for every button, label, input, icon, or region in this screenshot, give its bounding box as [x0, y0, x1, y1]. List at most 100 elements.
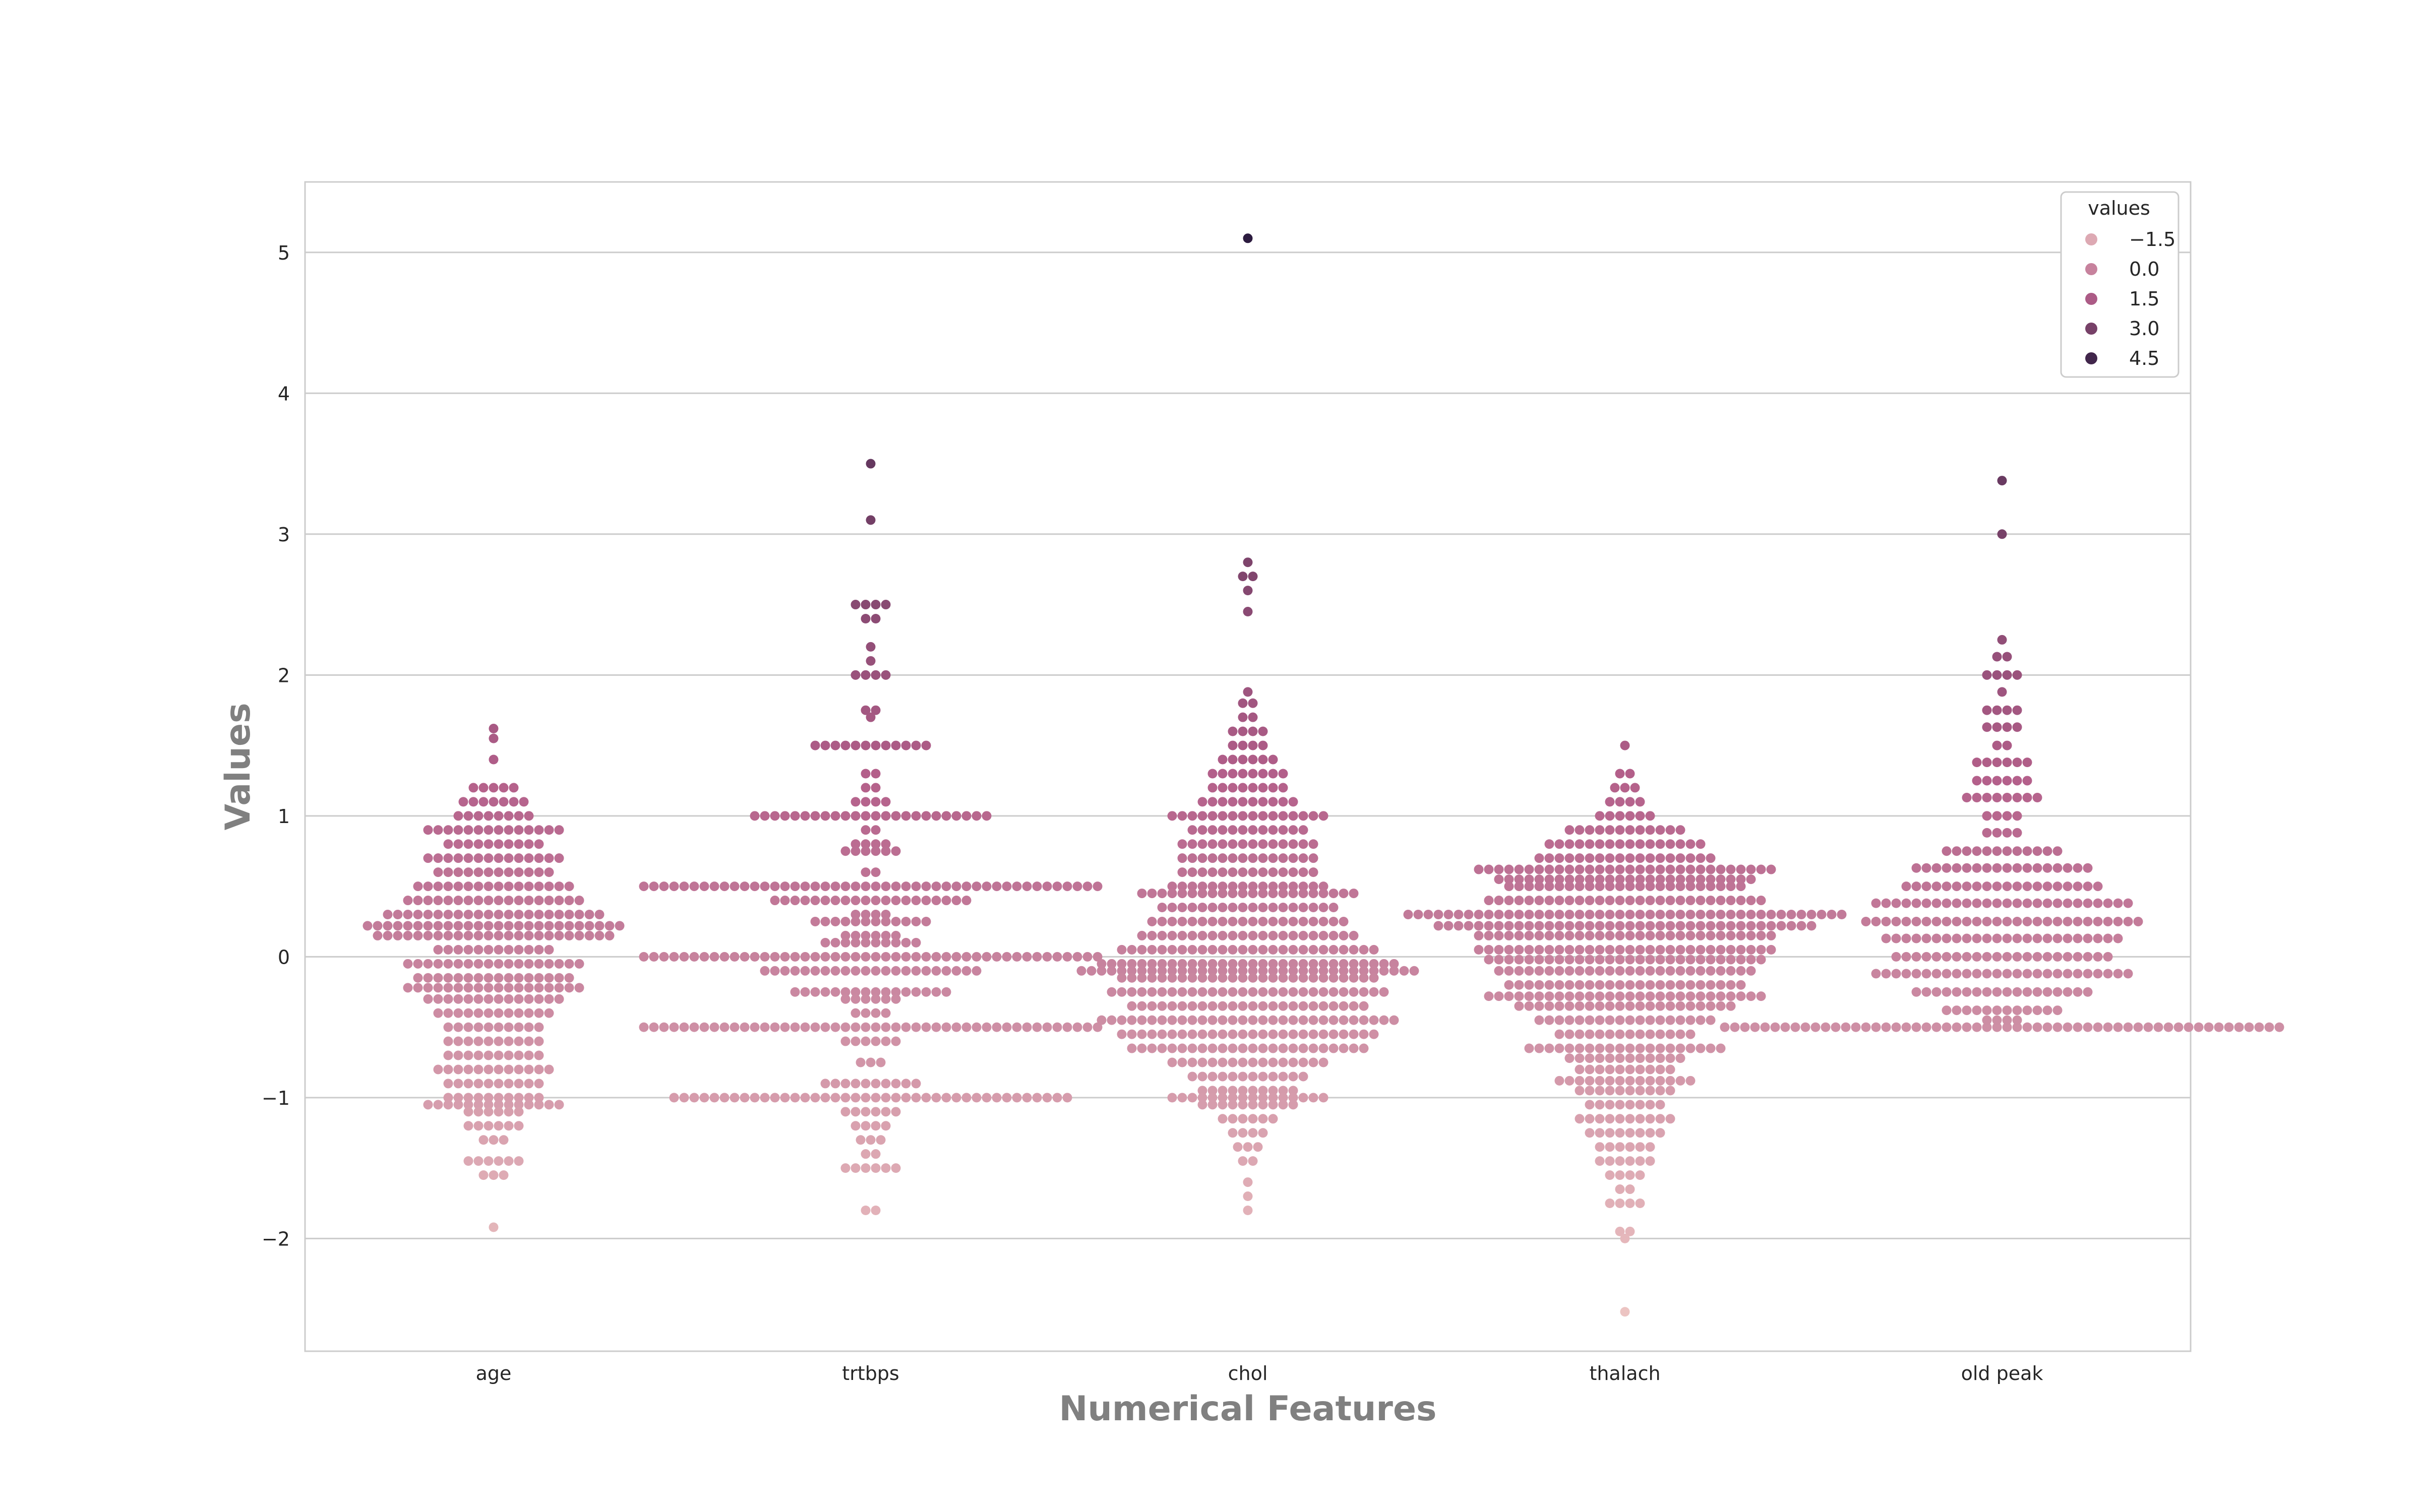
data-point — [463, 973, 473, 983]
data-point — [1484, 930, 1494, 940]
data-point — [423, 881, 433, 892]
data-point — [2083, 898, 2093, 908]
data-point — [1871, 969, 1881, 979]
data-point — [851, 1163, 861, 1173]
data-point — [1675, 944, 1685, 955]
data-point — [1554, 955, 1564, 965]
data-point — [433, 930, 443, 940]
legend-label: −1.5 — [2129, 228, 2175, 250]
data-point — [881, 1121, 891, 1131]
data-point — [1982, 933, 1992, 943]
data-point — [1207, 1057, 1218, 1067]
data-point — [2012, 776, 2022, 786]
data-point — [2042, 916, 2052, 926]
data-point — [1766, 944, 1776, 955]
data-point — [1268, 881, 1278, 892]
data-point — [1339, 959, 1349, 969]
data-point — [2002, 952, 2012, 962]
data-point — [1982, 1022, 1992, 1032]
data-point — [1962, 1022, 1972, 1032]
data-point — [1022, 952, 1032, 962]
data-point — [443, 1036, 453, 1046]
data-point — [1972, 969, 1982, 979]
data-point — [1238, 1128, 1248, 1138]
data-point — [2012, 916, 2022, 926]
data-point — [453, 867, 463, 877]
data-point — [1328, 959, 1339, 969]
data-point — [1685, 864, 1696, 874]
data-point — [1207, 973, 1218, 983]
data-point — [463, 1022, 473, 1032]
data-point — [1197, 1015, 1207, 1025]
data-point — [800, 811, 810, 821]
data-point — [433, 881, 443, 892]
data-point — [871, 1163, 881, 1173]
data-point — [1339, 973, 1349, 983]
data-point — [1268, 987, 1278, 997]
data-point — [1534, 853, 1544, 863]
data-point — [840, 896, 851, 906]
data-point — [574, 959, 584, 969]
data-point — [1258, 769, 1268, 779]
data-point — [2022, 758, 2032, 768]
data-point — [514, 921, 524, 931]
data-point — [1349, 1043, 1359, 1053]
data-point — [2022, 987, 2032, 997]
data-point — [514, 1100, 524, 1110]
data-point — [2002, 1015, 2012, 1025]
data-point — [649, 952, 659, 962]
data-point — [871, 1121, 881, 1131]
data-point — [524, 896, 534, 906]
data-point — [2032, 898, 2042, 908]
x-tick-label: age — [476, 1362, 512, 1384]
data-point — [463, 959, 473, 969]
data-point — [2163, 1022, 2173, 1032]
data-point — [1278, 1100, 1288, 1110]
data-point — [584, 930, 594, 940]
data-point — [1298, 959, 1308, 969]
data-point — [881, 896, 891, 906]
data-point — [1464, 909, 1474, 919]
data-point — [1248, 1086, 1258, 1096]
data-point — [1137, 959, 1147, 969]
data-point — [544, 921, 554, 931]
data-point — [800, 1093, 810, 1103]
data-point — [1575, 896, 1585, 906]
data-point — [1645, 1156, 1655, 1166]
data-point — [1228, 966, 1238, 976]
data-point — [1675, 921, 1685, 931]
data-point — [514, 973, 524, 983]
data-point — [1585, 1015, 1595, 1025]
data-point — [473, 1121, 483, 1131]
data-point — [1228, 1072, 1238, 1082]
data-point — [1137, 973, 1147, 983]
data-point — [1746, 909, 1756, 919]
data-point — [1554, 930, 1564, 940]
data-point — [514, 811, 524, 821]
data-point — [1625, 1064, 1635, 1075]
data-point — [931, 987, 941, 997]
data-point — [861, 839, 871, 849]
data-point — [1585, 1086, 1595, 1096]
data-point — [1655, 991, 1665, 1001]
data-point — [1218, 916, 1228, 926]
data-point — [489, 797, 499, 807]
legend-marker — [2085, 323, 2097, 335]
data-point — [1238, 930, 1248, 940]
data-point — [1288, 1043, 1298, 1053]
data-point — [2244, 1022, 2254, 1032]
data-point — [1514, 955, 1524, 965]
data-point — [473, 825, 483, 835]
data-point — [362, 921, 373, 931]
data-point — [1575, 1043, 1585, 1053]
data-point — [1177, 916, 1187, 926]
data-point — [1177, 1057, 1187, 1067]
y-tick-label: 0 — [278, 946, 290, 968]
data-point — [1268, 959, 1278, 969]
data-point — [463, 867, 473, 877]
data-point — [1268, 1029, 1278, 1039]
data-point — [871, 783, 881, 793]
data-point — [1911, 898, 1921, 908]
data-point — [689, 1093, 699, 1103]
data-point — [1228, 867, 1238, 877]
